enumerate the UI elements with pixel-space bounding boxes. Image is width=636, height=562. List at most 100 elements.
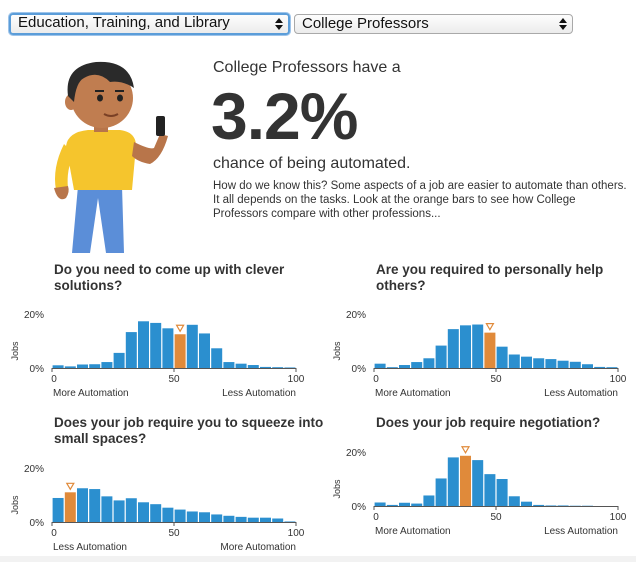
bar xyxy=(260,366,271,368)
bar xyxy=(508,354,520,368)
y-tick-label: 20% xyxy=(346,448,366,459)
histogram-clever-solutions: Jobs 20% 0% 0 50 100 More Automation Less Autom… xyxy=(10,310,305,399)
x-tick-label: 50 xyxy=(490,512,502,523)
highlight-bar xyxy=(484,332,496,368)
person-illustration xyxy=(54,61,168,253)
histogram-negotiation: Jobs 20% 0% 0 50 100 More Automation Less Autom… xyxy=(332,446,627,537)
axis-left-caption: Less Automation xyxy=(53,542,127,553)
y-axis-label: Jobs xyxy=(332,341,342,361)
bar xyxy=(247,517,259,522)
bar xyxy=(199,512,210,522)
axis-right-caption: Less Automation xyxy=(544,526,618,537)
highlight-bar xyxy=(460,455,471,506)
bar xyxy=(521,501,532,506)
bar xyxy=(101,362,113,368)
bar xyxy=(186,511,198,522)
bar xyxy=(447,457,459,506)
axis-left-caption: More Automation xyxy=(375,388,451,399)
automation-percent: 3.2% xyxy=(211,79,358,153)
bar xyxy=(125,332,137,368)
bar xyxy=(374,363,386,368)
y-tick-label: 0% xyxy=(30,518,45,529)
bar xyxy=(162,328,174,368)
bar xyxy=(235,363,247,368)
bar xyxy=(386,367,398,368)
bar xyxy=(460,325,471,368)
bar xyxy=(52,497,64,522)
x-tick-label: 100 xyxy=(288,374,305,385)
bar xyxy=(162,507,174,522)
bar xyxy=(533,358,545,368)
bar xyxy=(101,496,113,522)
summary-explanation: How do we know this? Some aspects of a j… xyxy=(213,180,627,220)
axis-right-caption: Less Automation xyxy=(544,388,618,399)
chart-title-clever-solutions: Do you need to come up with clever solut… xyxy=(54,262,285,293)
y-tick-label: 20% xyxy=(24,310,44,321)
bar xyxy=(423,495,435,506)
bar xyxy=(247,365,259,368)
bar xyxy=(138,321,149,368)
occupation-select[interactable]: College Professors xyxy=(294,14,573,34)
bar xyxy=(284,521,296,522)
bar xyxy=(606,367,618,368)
bar xyxy=(472,460,484,506)
bar xyxy=(521,356,532,368)
x-tick-label: 50 xyxy=(168,374,180,385)
x-tick-label: 0 xyxy=(373,374,379,385)
bar xyxy=(496,346,508,368)
bar xyxy=(235,516,247,522)
bar xyxy=(211,348,223,368)
chart-title-small-spaces: Does your job require you to squeeze int… xyxy=(54,415,324,446)
bar xyxy=(113,352,125,368)
bar xyxy=(435,478,447,506)
bar xyxy=(484,474,496,506)
x-tick-label: 100 xyxy=(610,374,627,385)
select-arrows-icon xyxy=(559,17,567,31)
bar xyxy=(272,518,284,522)
x-tick-label: 0 xyxy=(51,374,57,385)
category-select[interactable]: Education, Training, and Library xyxy=(9,13,290,35)
y-axis-label: Jobs xyxy=(10,495,20,515)
bar xyxy=(284,367,296,368)
bar xyxy=(89,364,101,368)
bar xyxy=(199,333,210,368)
bar xyxy=(508,496,520,506)
bar xyxy=(496,479,508,506)
bar xyxy=(435,345,447,368)
bar xyxy=(89,489,101,522)
x-tick-label: 100 xyxy=(288,528,305,539)
bar xyxy=(411,362,423,368)
bar xyxy=(77,488,88,522)
x-tick-label: 0 xyxy=(373,512,379,523)
histogram-small-spaces: Jobs 20% 0% 0 50 100 Less Automation More Autom… xyxy=(10,464,305,553)
highlight-marker-icon xyxy=(175,324,185,333)
bar xyxy=(472,324,484,368)
x-tick-label: 50 xyxy=(490,374,502,385)
x-tick-label: 0 xyxy=(51,528,57,539)
category-select-value: Education, Training, and Library xyxy=(18,14,230,31)
highlight-bar xyxy=(174,334,186,368)
bar xyxy=(272,367,284,368)
bar xyxy=(411,503,423,506)
bar xyxy=(447,329,459,368)
bar xyxy=(594,366,606,368)
highlight-marker-icon xyxy=(485,323,495,331)
bar xyxy=(533,504,545,506)
bar xyxy=(545,505,557,506)
highlight-bar xyxy=(64,492,76,522)
highlight-marker-icon xyxy=(460,446,471,454)
bar xyxy=(423,358,435,368)
chart-title-help-others: Are you required to personally help othe… xyxy=(376,262,604,293)
highlight-marker-icon xyxy=(65,482,75,491)
bar xyxy=(374,502,386,506)
occupation-select-value: College Professors xyxy=(302,15,429,32)
y-tick-label: 0% xyxy=(352,502,367,513)
bar xyxy=(223,362,235,368)
y-tick-label: 0% xyxy=(352,364,367,375)
footer-strip xyxy=(0,556,636,562)
bar xyxy=(260,517,271,522)
bar xyxy=(138,502,149,522)
summary-chance: chance of being automated. xyxy=(213,155,411,172)
bar xyxy=(569,361,581,368)
bar xyxy=(582,364,593,368)
